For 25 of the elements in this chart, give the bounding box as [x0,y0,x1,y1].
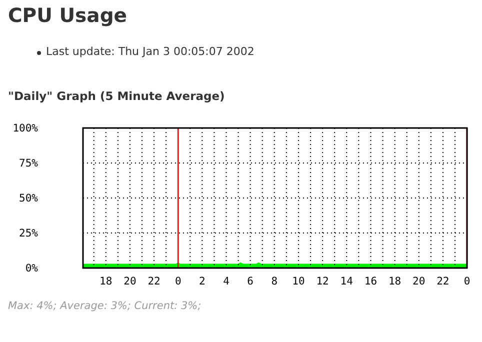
y-tick-label: 0% [25,262,39,274]
x-tick-label: 18 [100,275,112,288]
text: "Daily" Graph (5 Minute Average) [8,89,225,103]
x-tick-label: 12 [316,275,329,288]
x-tick-label: 18 [388,275,402,288]
text: Max: 4%; Average: 3%; Current: 3%; [8,300,202,312]
x-tick-label: 20 [412,275,426,288]
x-tick-label: 14 [340,275,353,288]
x-tick-label: 2 [199,275,206,288]
x-tick-label: 4 [223,275,230,288]
x-tick-label: 22 [148,275,160,288]
x-tick-label: 20 [124,275,136,288]
y-tick-label: 50% [19,192,39,204]
y-tick-label: 25% [19,227,39,240]
x-tick-label: 16 [364,275,378,288]
y-tick-label: 100% [12,122,39,134]
x-tick-label: 8 [271,275,278,288]
x-tick-label: 0 [464,275,470,288]
y-tick-label: 75% [19,157,39,170]
chart-subtitle: Last update: Thu Jan 3 00:05:07 2002 [46,45,254,58]
chart-title: CPU Usage [8,4,128,27]
x-tick-label: 0 [174,275,182,288]
x-tick-label: 10 [292,275,305,288]
x-tick-label: 22 [436,275,450,288]
x-tick-label: 6 [247,275,254,288]
